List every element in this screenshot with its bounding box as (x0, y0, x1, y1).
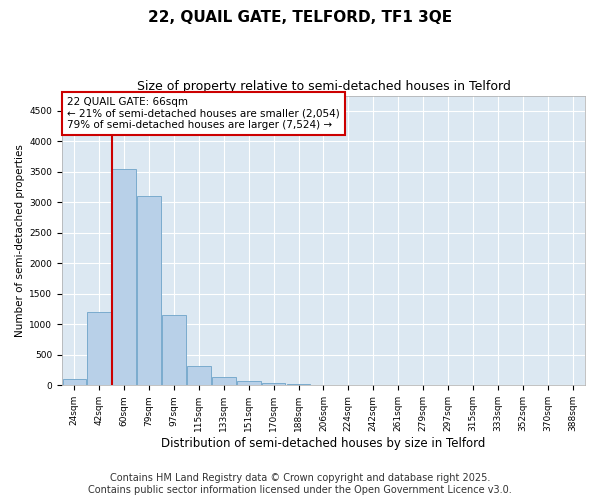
Bar (287, 384, 310, 386)
Bar (162, 315, 186, 386)
Bar (112, 169, 136, 386)
Bar (88, 312, 111, 386)
Bar (187, 366, 211, 386)
Title: Size of property relative to semi-detached houses in Telford: Size of property relative to semi-detach… (137, 80, 511, 93)
Bar (62, 379, 86, 386)
Y-axis label: Number of semi-detached properties: Number of semi-detached properties (15, 144, 25, 337)
X-axis label: Distribution of semi-detached houses by size in Telford: Distribution of semi-detached houses by … (161, 437, 485, 450)
Text: 22, QUAIL GATE, TELFORD, TF1 3QE: 22, QUAIL GATE, TELFORD, TF1 3QE (148, 10, 452, 25)
Text: Contains HM Land Registry data © Crown copyright and database right 2025.
Contai: Contains HM Land Registry data © Crown c… (88, 474, 512, 495)
Bar (137, 196, 161, 386)
Text: 22 QUAIL GATE: 66sqm
← 21% of semi-detached houses are smaller (2,054)
79% of se: 22 QUAIL GATE: 66sqm ← 21% of semi-detac… (67, 97, 340, 130)
Bar (237, 381, 260, 386)
Bar (212, 378, 236, 386)
Bar (262, 383, 286, 386)
